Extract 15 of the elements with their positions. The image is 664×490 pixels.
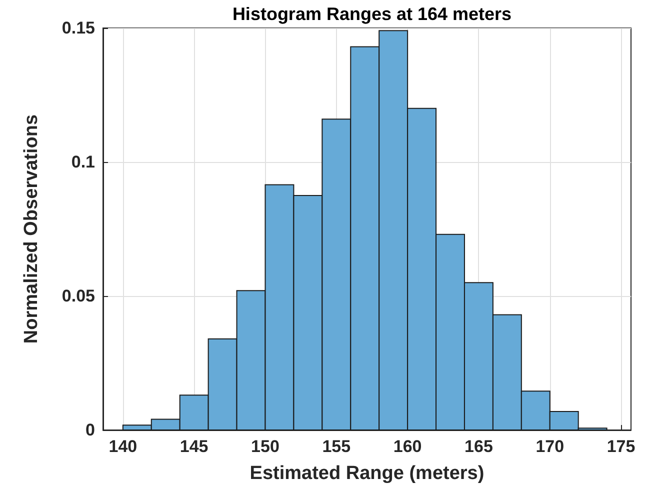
x-tick-label: 145 <box>180 437 208 456</box>
y-tick-label: 0.1 <box>71 152 95 172</box>
x-tick-label: 170 <box>536 437 564 456</box>
y-tick-label: 0.15 <box>62 18 95 38</box>
x-axis-title: Estimated Range (meters) <box>250 463 484 484</box>
x-tick-label: 175 <box>606 437 636 456</box>
chart-title: Histogram Ranges at 164 meters <box>232 4 512 24</box>
x-tick-label: 160 <box>393 437 422 456</box>
x-tick-label: 140 <box>108 437 138 456</box>
x-tick-label: 150 <box>251 437 280 456</box>
y-axis-title: Normalized Observations <box>21 114 42 344</box>
x-tick-label: 155 <box>322 437 351 456</box>
y-tick-label: 0.05 <box>62 286 95 306</box>
x-tick-label: 165 <box>464 437 493 456</box>
y-tick-label: 0 <box>86 420 95 440</box>
